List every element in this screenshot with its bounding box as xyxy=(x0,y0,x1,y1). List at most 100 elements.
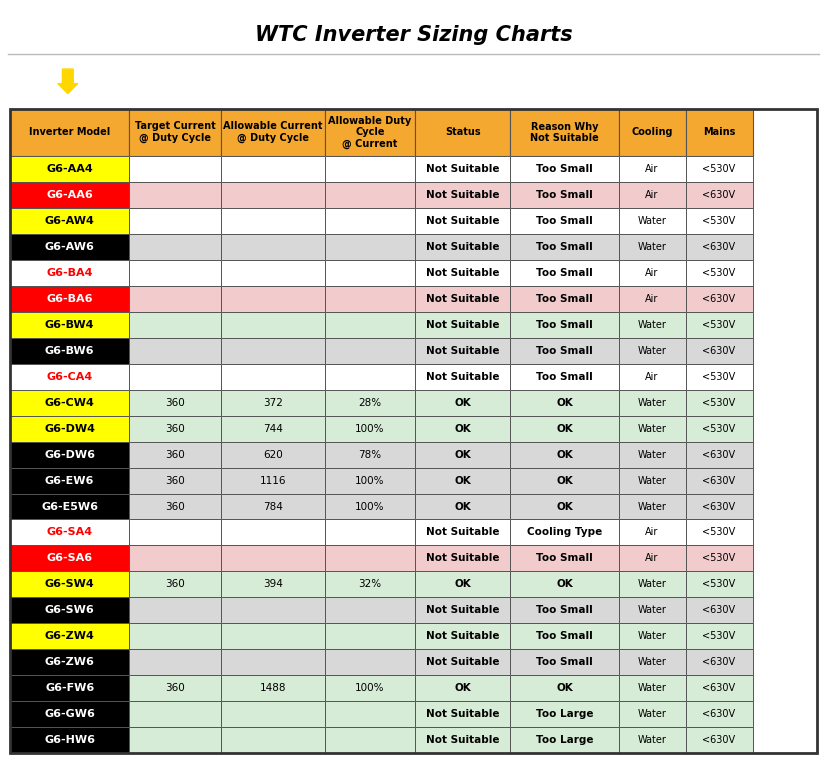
Text: Not Suitable: Not Suitable xyxy=(426,605,500,615)
Bar xyxy=(325,311,415,337)
Bar xyxy=(129,493,222,519)
Text: G6-DW4: G6-DW4 xyxy=(44,423,95,433)
Bar xyxy=(222,364,325,390)
Bar xyxy=(222,468,325,493)
Text: G6-DW6: G6-DW6 xyxy=(44,449,95,459)
Text: Too Small: Too Small xyxy=(536,631,593,641)
Bar xyxy=(686,156,753,182)
Bar xyxy=(415,234,510,260)
Text: OK: OK xyxy=(454,397,471,407)
Bar xyxy=(10,208,129,234)
Text: Too Large: Too Large xyxy=(536,709,593,719)
Bar xyxy=(415,182,510,208)
Text: OK: OK xyxy=(556,397,573,407)
Text: Air: Air xyxy=(645,528,658,538)
Bar xyxy=(129,624,222,650)
Bar xyxy=(222,571,325,597)
Text: OK: OK xyxy=(454,683,471,693)
Text: Allowable Current
@ Duty Cycle: Allowable Current @ Duty Cycle xyxy=(223,121,323,143)
Text: 360: 360 xyxy=(165,502,185,512)
Text: Too Small: Too Small xyxy=(536,554,593,564)
Bar xyxy=(129,727,222,753)
Bar xyxy=(415,416,510,442)
Text: 744: 744 xyxy=(263,423,283,433)
Text: Inverter Model: Inverter Model xyxy=(29,127,110,137)
Text: <630V: <630V xyxy=(702,476,735,486)
Text: Air: Air xyxy=(645,164,658,174)
Text: 100%: 100% xyxy=(355,502,385,512)
Bar xyxy=(222,650,325,675)
Text: 28%: 28% xyxy=(358,397,381,407)
Text: Not Suitable: Not Suitable xyxy=(426,736,500,746)
Bar xyxy=(415,337,510,364)
Text: Air: Air xyxy=(645,190,658,200)
Bar xyxy=(325,650,415,675)
Bar xyxy=(415,156,510,182)
Bar xyxy=(686,442,753,468)
Text: OK: OK xyxy=(556,449,573,459)
Text: G6-GW6: G6-GW6 xyxy=(44,709,95,719)
Bar xyxy=(510,571,619,597)
Bar xyxy=(619,364,686,390)
Bar xyxy=(510,675,619,701)
Text: Water: Water xyxy=(638,397,667,407)
Bar xyxy=(325,208,415,234)
Bar xyxy=(510,468,619,493)
Text: G6-ZW4: G6-ZW4 xyxy=(45,631,94,641)
Text: G6-AA4: G6-AA4 xyxy=(46,164,93,174)
Text: Reason Why
Not Suitable: Reason Why Not Suitable xyxy=(530,122,599,143)
Bar xyxy=(129,337,222,364)
Bar xyxy=(325,337,415,364)
Text: 100%: 100% xyxy=(355,683,385,693)
Bar xyxy=(325,416,415,442)
Bar xyxy=(10,597,129,624)
Text: <630V: <630V xyxy=(702,346,735,356)
Text: Too Small: Too Small xyxy=(536,268,593,278)
Bar xyxy=(10,571,129,597)
Text: Not Suitable: Not Suitable xyxy=(426,554,500,564)
Text: G6-ZW6: G6-ZW6 xyxy=(45,657,94,667)
Text: Mains: Mains xyxy=(703,127,735,137)
Text: Not Suitable: Not Suitable xyxy=(426,216,500,225)
Bar xyxy=(129,442,222,468)
Text: G6-E5W6: G6-E5W6 xyxy=(41,502,98,512)
Text: <530V: <530V xyxy=(702,397,736,407)
Bar xyxy=(325,571,415,597)
Text: Water: Water xyxy=(638,736,667,746)
Bar xyxy=(415,364,510,390)
Text: 784: 784 xyxy=(263,502,283,512)
Bar xyxy=(619,390,686,416)
Text: G6-BA4: G6-BA4 xyxy=(46,268,93,278)
Bar xyxy=(619,337,686,364)
Text: <530V: <530V xyxy=(702,268,736,278)
Bar xyxy=(222,701,325,727)
Bar xyxy=(222,311,325,337)
Text: OK: OK xyxy=(556,502,573,512)
Bar xyxy=(325,182,415,208)
Bar xyxy=(415,545,510,571)
Text: OK: OK xyxy=(454,579,471,589)
Bar xyxy=(686,390,753,416)
Bar xyxy=(686,468,753,493)
Text: G6-BW6: G6-BW6 xyxy=(45,346,94,356)
Bar xyxy=(510,727,619,753)
Bar xyxy=(325,624,415,650)
Text: 1488: 1488 xyxy=(260,683,286,693)
Bar xyxy=(686,337,753,364)
Bar xyxy=(619,571,686,597)
Bar xyxy=(222,208,325,234)
Text: Air: Air xyxy=(645,294,658,304)
Bar xyxy=(325,701,415,727)
Bar xyxy=(222,337,325,364)
Text: Water: Water xyxy=(638,657,667,667)
Text: G6-SW6: G6-SW6 xyxy=(45,605,94,615)
Text: G6-SA6: G6-SA6 xyxy=(46,554,93,564)
Bar xyxy=(686,208,753,234)
Text: G6-AA6: G6-AA6 xyxy=(46,190,93,200)
Bar xyxy=(10,701,129,727)
Bar xyxy=(510,701,619,727)
Text: G6-BW4: G6-BW4 xyxy=(45,320,94,330)
Text: 372: 372 xyxy=(263,397,283,407)
Bar xyxy=(129,701,222,727)
Text: Not Suitable: Not Suitable xyxy=(426,346,500,356)
